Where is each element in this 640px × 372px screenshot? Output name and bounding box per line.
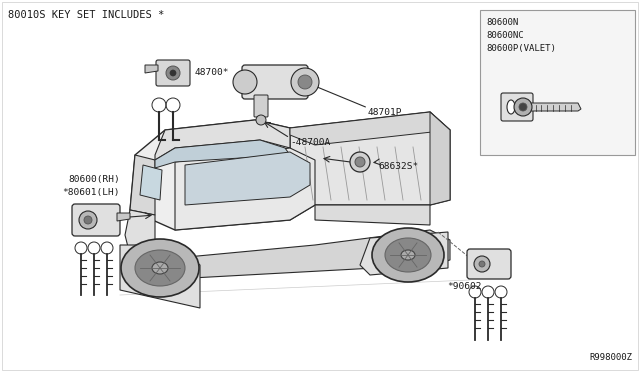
Text: 68632S*: 68632S*	[378, 162, 419, 171]
Text: 80600NC: 80600NC	[486, 31, 524, 40]
Polygon shape	[360, 232, 448, 275]
Circle shape	[84, 216, 92, 224]
Polygon shape	[125, 210, 155, 260]
Polygon shape	[175, 148, 315, 230]
Circle shape	[256, 115, 266, 125]
FancyBboxPatch shape	[72, 204, 120, 236]
Polygon shape	[290, 112, 450, 205]
FancyBboxPatch shape	[242, 65, 308, 99]
Text: 80010S KEY SET INCLUDES *: 80010S KEY SET INCLUDES *	[8, 10, 164, 20]
Circle shape	[170, 70, 176, 76]
Text: -48700A: -48700A	[290, 138, 330, 147]
Circle shape	[519, 103, 527, 111]
Polygon shape	[531, 103, 581, 111]
Text: 80600P(VALET): 80600P(VALET)	[486, 44, 556, 53]
Circle shape	[479, 261, 485, 267]
FancyBboxPatch shape	[501, 93, 533, 121]
Text: 80600(RH): 80600(RH)	[68, 175, 120, 184]
Text: 48701P: 48701P	[368, 108, 403, 117]
Ellipse shape	[135, 250, 185, 286]
Ellipse shape	[121, 239, 199, 297]
Polygon shape	[140, 230, 450, 280]
FancyBboxPatch shape	[254, 95, 268, 117]
Circle shape	[298, 75, 312, 89]
Ellipse shape	[385, 238, 431, 272]
FancyBboxPatch shape	[156, 60, 190, 86]
Polygon shape	[290, 112, 450, 145]
FancyBboxPatch shape	[467, 249, 511, 279]
Circle shape	[355, 157, 365, 167]
Ellipse shape	[401, 250, 415, 260]
Text: *80601(LH): *80601(LH)	[62, 188, 120, 197]
Text: 48700*: 48700*	[195, 68, 230, 77]
Bar	[480, 10, 635, 155]
Text: 80600N: 80600N	[486, 18, 518, 27]
Polygon shape	[130, 155, 155, 215]
Polygon shape	[145, 65, 158, 73]
Polygon shape	[140, 165, 162, 200]
Ellipse shape	[372, 228, 444, 282]
Text: *90602: *90602	[447, 282, 481, 291]
Circle shape	[291, 68, 319, 96]
Polygon shape	[430, 112, 450, 205]
Polygon shape	[185, 152, 310, 205]
Polygon shape	[120, 245, 200, 308]
Circle shape	[79, 211, 97, 229]
Polygon shape	[315, 205, 430, 225]
Circle shape	[474, 256, 490, 272]
Polygon shape	[117, 213, 130, 221]
Circle shape	[233, 70, 257, 94]
Ellipse shape	[152, 262, 168, 274]
Ellipse shape	[507, 100, 515, 114]
Text: R998000Z: R998000Z	[589, 353, 632, 362]
Polygon shape	[155, 140, 290, 168]
Polygon shape	[155, 120, 290, 160]
Circle shape	[166, 66, 180, 80]
Circle shape	[514, 98, 532, 116]
Polygon shape	[130, 120, 315, 230]
Circle shape	[350, 152, 370, 172]
